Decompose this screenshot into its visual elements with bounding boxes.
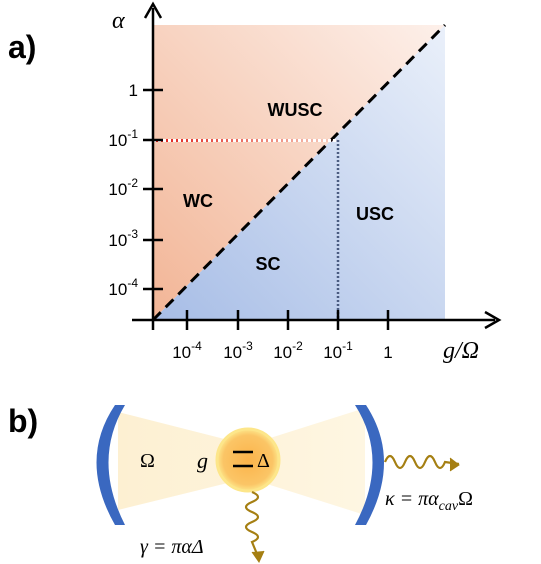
tick-base: 10 [273, 343, 292, 362]
tick-base: 10 [108, 231, 127, 250]
tick-exponent: -4 [191, 339, 202, 353]
photon [244, 490, 260, 555]
region-label: WC [183, 191, 213, 211]
boundary [151, 23, 447, 322]
coupling: g [197, 448, 208, 473]
tick-label: 10-4 [108, 276, 138, 299]
panel-label: a) [8, 29, 36, 65]
photon [383, 454, 460, 470]
tick-base: 10 [108, 180, 127, 199]
tick-label: 10-1 [108, 127, 138, 150]
cavity-loss: κ = πα [385, 488, 439, 510]
tick-base: 1 [383, 343, 392, 362]
atom-frequency: Δ [257, 450, 270, 472]
tick-base: 1 [129, 81, 138, 100]
region-label: WUSC [268, 100, 323, 120]
arrow [251, 550, 265, 564]
tick-label: 1 [129, 81, 138, 100]
tick-exponent: -3 [127, 227, 138, 241]
mirror [355, 405, 384, 525]
tick-label: 10-2 [273, 339, 303, 362]
tick-label: 10-2 [108, 176, 138, 199]
cavity-loss: Ω [458, 488, 473, 510]
tick-label: 10-3 [223, 339, 253, 362]
arrow [484, 310, 502, 330]
tick-exponent: -3 [242, 339, 253, 353]
tick-base: 10 [172, 343, 191, 362]
cavity-loss: κ = παcavΩ [385, 488, 473, 514]
mirror [96, 405, 125, 525]
arrow [143, 1, 163, 19]
tick-label: 10-4 [172, 339, 202, 362]
cavity-frequency: Ω [140, 450, 155, 472]
tick-label: 10-1 [323, 339, 353, 362]
arrow [449, 457, 460, 472]
y-axis-label: α [112, 8, 125, 34]
atom [215, 427, 281, 493]
subscript: cav [439, 499, 459, 514]
tick-exponent: -2 [127, 176, 138, 190]
tick-exponent: -4 [127, 276, 138, 290]
tick-base: 10 [108, 131, 127, 150]
tick-base: 10 [223, 343, 242, 362]
panel-label: b) [8, 403, 38, 439]
region-label: USC [356, 204, 394, 224]
tick-exponent: -1 [342, 339, 353, 353]
tick-exponent: -1 [127, 127, 138, 141]
tick-base: 10 [323, 343, 342, 362]
tick-label: 1 [383, 343, 392, 362]
atom-loss: γ = παΔ [140, 536, 204, 558]
tick-exponent: -2 [292, 339, 303, 353]
x-axis-label: g/Ω [443, 338, 479, 364]
tick-label: 10-3 [108, 227, 138, 250]
region-label: SC [255, 254, 280, 274]
tick-base: 10 [108, 280, 127, 299]
